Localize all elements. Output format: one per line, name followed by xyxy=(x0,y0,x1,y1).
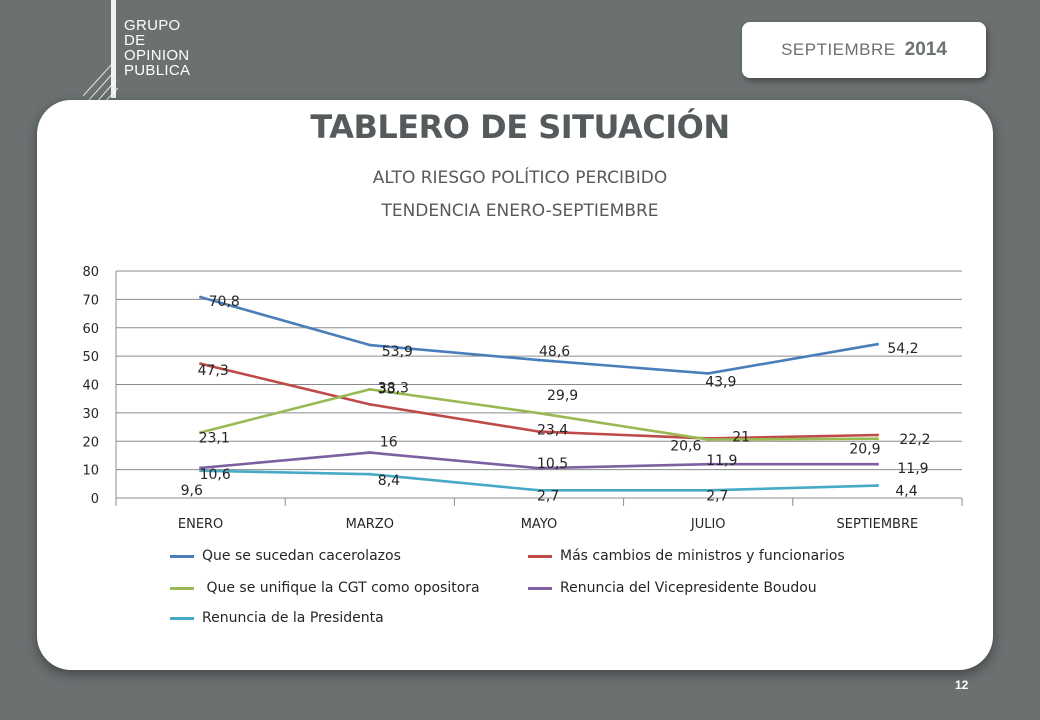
data-point xyxy=(537,430,541,434)
data-label: 11,9 xyxy=(897,461,928,477)
data-label: 33 xyxy=(378,381,396,397)
data-point xyxy=(537,466,541,470)
data-point xyxy=(537,411,541,415)
legend-item: Renuncia del Vicepresidente Boudou xyxy=(528,580,817,596)
data-label: 16 xyxy=(380,435,398,451)
data-point xyxy=(368,402,372,406)
data-label: 4,4 xyxy=(895,484,917,500)
data-label: 43,9 xyxy=(705,374,736,390)
y-tick-label: 10 xyxy=(82,464,99,479)
data-point xyxy=(368,387,372,391)
legend-label: Renuncia del Vicepresidente Boudou xyxy=(560,580,817,596)
data-point xyxy=(537,358,541,362)
data-point xyxy=(706,488,710,492)
legend-item: Que se sucedan cacerolazos xyxy=(170,548,401,564)
data-label: 54,2 xyxy=(887,341,918,357)
slide-title: TABLERO DE SITUACIÓN xyxy=(310,108,730,146)
legend-label: Más cambios de ministros y funcionarios xyxy=(560,548,845,564)
x-tick-label: SEPTIEMBRE xyxy=(837,517,919,532)
logo-line-4: PUBLICA xyxy=(124,62,191,79)
legend-swatch xyxy=(528,586,552,590)
y-tick-label: 70 xyxy=(82,293,99,308)
data-label: 23,4 xyxy=(537,423,568,439)
data-label: 47,3 xyxy=(198,363,229,379)
data-label: 20,6 xyxy=(670,439,701,455)
data-label: 21 xyxy=(732,429,750,445)
data-point xyxy=(706,371,710,375)
data-point xyxy=(875,433,879,437)
data-label: 38,3 xyxy=(378,380,409,396)
y-tick-label: 60 xyxy=(82,322,99,337)
slide-subtitle-1: ALTO RIESGO POLÍTICO PERCIBIDO xyxy=(372,168,668,188)
y-tick-label: 20 xyxy=(82,435,99,450)
series-line xyxy=(200,295,878,375)
legend-swatch xyxy=(528,554,552,558)
page-number: 12 xyxy=(955,678,969,692)
data-point xyxy=(368,451,372,455)
data-point xyxy=(199,430,203,434)
x-tick-label: MAYO xyxy=(521,517,558,532)
data-label: 48,6 xyxy=(539,344,570,360)
data-point xyxy=(875,462,879,466)
data-label: 2,7 xyxy=(537,488,559,504)
data-label: 2,7 xyxy=(706,488,728,504)
data-label: 22,2 xyxy=(899,432,930,448)
legend-item: Renuncia de la Presidenta xyxy=(170,610,384,626)
y-tick-label: 0 xyxy=(91,492,99,507)
y-tick-label: 30 xyxy=(82,407,99,422)
date-month: SEPTIEMBRE xyxy=(781,40,896,59)
logo-line-2: DE xyxy=(124,32,146,49)
data-point xyxy=(706,438,710,442)
legend-swatch xyxy=(170,554,194,558)
logo-line-1: GRUPO xyxy=(124,17,181,34)
data-point xyxy=(368,472,372,476)
logo-bar xyxy=(111,0,116,98)
x-tick-label: ENERO xyxy=(178,517,223,532)
date-year: 2014 xyxy=(904,39,947,60)
data-point xyxy=(199,362,203,366)
legend-swatch xyxy=(170,586,194,590)
data-label: 29,9 xyxy=(547,388,578,404)
data-label: 9,6 xyxy=(181,483,203,499)
logo-line-3: OPINION xyxy=(124,47,190,64)
y-tick-label: 80 xyxy=(82,265,99,280)
x-tick-label: JULIO xyxy=(690,517,726,532)
data-label: 10,5 xyxy=(537,456,568,472)
data-label: 20,9 xyxy=(849,442,880,458)
data-label: 10,6 xyxy=(200,467,231,483)
data-point xyxy=(875,484,879,488)
y-tick-label: 50 xyxy=(82,350,99,365)
logo: GRUPO DE OPINION PUBLICA xyxy=(124,18,190,78)
legend-item: Más cambios de ministros y funcionarios xyxy=(528,548,845,564)
legend-label: Que se sucedan cacerolazos xyxy=(202,548,401,564)
data-point xyxy=(875,437,879,441)
data-point xyxy=(706,462,710,466)
data-point xyxy=(199,295,203,299)
legend-label: Renuncia de la Presidenta xyxy=(202,610,384,626)
data-point xyxy=(199,466,203,470)
data-label: 53,9 xyxy=(382,344,413,360)
data-label: 8,4 xyxy=(378,473,400,489)
y-tick-label: 40 xyxy=(82,379,99,394)
data-point xyxy=(537,488,541,492)
data-point xyxy=(368,343,372,347)
data-point xyxy=(199,469,203,473)
legend-label: Que se unifique la CGT como opositora xyxy=(202,580,480,596)
slide-subtitle-2: TENDENCIA ENERO-SEPTIEMBRE xyxy=(381,201,659,221)
x-tick-label: MARZO xyxy=(346,517,394,532)
data-label: 70,8 xyxy=(209,294,240,310)
data-point xyxy=(875,342,879,346)
legend-swatch xyxy=(170,616,194,620)
date-badge: SEPTIEMBRE 2014 xyxy=(742,22,986,78)
legend-item: Que se unifique la CGT como opositora xyxy=(170,580,480,596)
data-label: 11,9 xyxy=(706,453,737,469)
data-label: 23,1 xyxy=(199,430,230,446)
